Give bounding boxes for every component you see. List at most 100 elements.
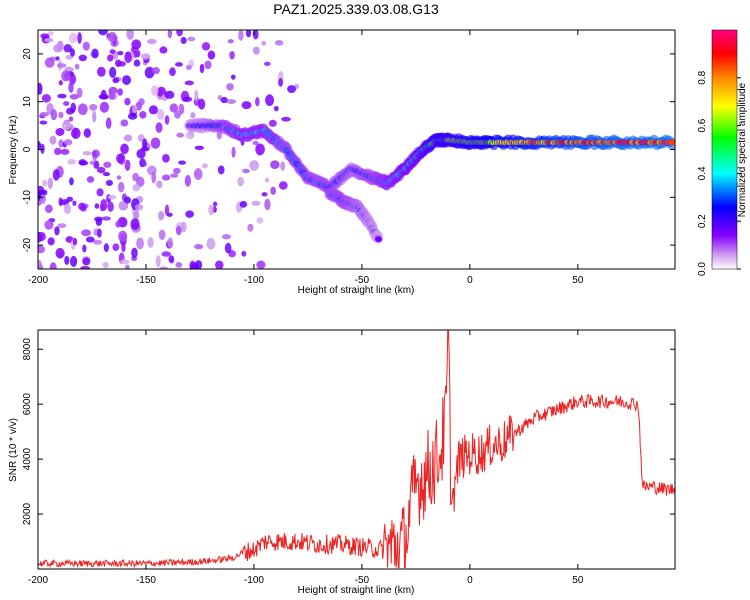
spectrogram-noise-blob bbox=[121, 75, 132, 85]
spectrogram-noise-blob bbox=[63, 203, 72, 215]
spectrogram-noise-blob bbox=[176, 132, 185, 138]
spectrogram-x-tick-label: -200 bbox=[28, 275, 48, 286]
snr-frame bbox=[37, 329, 676, 570]
spectrogram-noise-blob bbox=[208, 204, 214, 216]
spectrogram-noise-blob bbox=[112, 77, 120, 84]
spectrogram-noise-blob bbox=[193, 168, 203, 181]
spectrogram-noise-blob bbox=[109, 66, 117, 79]
spectrogram-noise-blob bbox=[180, 221, 187, 233]
spectrogram-noise-blob bbox=[58, 80, 63, 86]
spectrogram-noise-blob bbox=[185, 64, 192, 70]
colorbar-tick-label: 0.2 bbox=[697, 214, 708, 228]
spectrogram-noise-blob bbox=[40, 33, 50, 39]
spectrogram-noise-blob bbox=[72, 237, 78, 246]
spectrogram-noise-blob bbox=[226, 99, 237, 105]
spectrogram-noise-blob bbox=[102, 172, 111, 177]
spectrogram-noise-blob bbox=[47, 237, 55, 246]
spectrogram-noise-blob bbox=[44, 37, 54, 43]
colorbar: 0.0 0.2 0.4 0.6 0.8 Normalized spectral ampl… bbox=[697, 29, 748, 276]
snr-x-tick-label: -100 bbox=[244, 575, 264, 586]
spectrogram-noise-blob bbox=[231, 146, 236, 158]
spectrogram-noise-blob bbox=[124, 97, 131, 106]
spectrogram-noise-blob bbox=[69, 177, 74, 186]
spectrogram-noise-blob bbox=[67, 159, 76, 165]
spectrogram-noise-blob bbox=[265, 94, 275, 107]
spectrogram-noise-blob bbox=[148, 105, 159, 115]
spectrogram-y-tick-label: -20 bbox=[22, 237, 33, 252]
spectrogram-noise-blob bbox=[132, 210, 140, 221]
spectrogram-noise-blob bbox=[256, 260, 266, 269]
spectrogram-noise-blob bbox=[107, 201, 114, 212]
spectrogram-noise-blob bbox=[261, 40, 267, 46]
spectrogram-noise-blob bbox=[227, 39, 234, 44]
spectrogram-noise-blob bbox=[107, 194, 117, 200]
spectrogram-noise-blob bbox=[38, 245, 46, 254]
figure-title: PAZ1.2025.339.03.08.G13 bbox=[273, 1, 439, 17]
spectrogram-noise-blob bbox=[221, 233, 231, 240]
spectrogram-noise-blob bbox=[93, 239, 103, 245]
spectrogram-noise-blob bbox=[270, 186, 277, 195]
snr-x-ticks: -200 -150 -100 -50 0 50 bbox=[28, 330, 584, 586]
spectrogram-noise-blob bbox=[82, 151, 92, 156]
spectrogram-noise-blob bbox=[164, 115, 170, 125]
snr-series-line bbox=[38, 330, 675, 569]
spectrogram-noise-blob bbox=[44, 57, 55, 68]
spectrogram-noise-blob bbox=[175, 225, 182, 236]
spectrogram-noise-blob bbox=[133, 59, 141, 67]
spectrogram-noise-blob bbox=[273, 105, 279, 112]
spectrogram-noise-blob bbox=[60, 148, 70, 155]
spectrogram-noise-blob bbox=[224, 242, 232, 254]
spectrogram-noise-blob bbox=[83, 128, 92, 138]
snr-y-label: SNR (10 * v/v) bbox=[8, 418, 19, 482]
snr-plot-area bbox=[38, 330, 675, 569]
spectrogram-noise-blob bbox=[95, 218, 103, 226]
spectrogram-y-tick-label: 20 bbox=[22, 48, 33, 60]
snr-y-tick-label: 8000 bbox=[22, 338, 33, 361]
spectrogram-noise-blob bbox=[217, 94, 222, 101]
spectrogram-noise-blob bbox=[261, 192, 268, 197]
snr-x-tick-label: 0 bbox=[467, 575, 473, 586]
spectrogram-noise-blob bbox=[55, 128, 65, 136]
spectrogram-noise-blob bbox=[194, 89, 199, 102]
snr-y-tick-label: 2000 bbox=[22, 502, 33, 525]
spectrogram-noise-blob bbox=[206, 237, 216, 250]
spectrogram-noise-blob bbox=[242, 168, 250, 174]
spectrogram-noise-blob bbox=[78, 159, 87, 166]
colorbar-tick-label: 0.6 bbox=[697, 118, 708, 132]
spectrogram-noise-blob bbox=[278, 181, 288, 190]
spectrogram-noise-blob bbox=[53, 43, 63, 53]
snr-panel: -200 -150 -100 -50 0 50 2000 4000 6000 8000 Heig… bbox=[8, 329, 676, 596]
spectrogram-noise-blob bbox=[131, 39, 142, 50]
spectrogram-noise-blob bbox=[229, 51, 235, 60]
spectrogram-noise-blob bbox=[180, 36, 187, 45]
spectrogram-noise-blob bbox=[57, 223, 67, 229]
spectrogram-noise-blob bbox=[50, 108, 58, 121]
spectrogram-noise-blob bbox=[156, 180, 163, 189]
spectrogram-noise-blob bbox=[150, 85, 159, 96]
spectrogram-noise-blob bbox=[61, 120, 72, 131]
spectrogram-noise-blob bbox=[176, 30, 183, 37]
spectrogram-noise-blob bbox=[256, 217, 264, 224]
spectrogram-noise-blob bbox=[39, 111, 49, 117]
spectrogram-noise-blob bbox=[136, 148, 146, 159]
spectrogram-noise-blob bbox=[150, 137, 161, 149]
spectrogram-noise-blob bbox=[140, 146, 150, 152]
spectrogram-noise-blob bbox=[61, 70, 71, 82]
spectrogram-noise-blob bbox=[161, 174, 171, 181]
spectrogram-noise-blob bbox=[77, 32, 82, 44]
spectrogram-noise-blob bbox=[121, 242, 126, 253]
spectrogram-noise-blob bbox=[155, 122, 163, 133]
spectrogram-noise-blob bbox=[103, 161, 112, 168]
spectrogram-noise-blob bbox=[131, 247, 138, 259]
spectrogram-noise-blob bbox=[281, 116, 291, 122]
spectrogram-noise-blob bbox=[47, 31, 54, 36]
spectrogram-noise-blob bbox=[239, 200, 248, 208]
spectrogram-noise-blob bbox=[245, 30, 252, 38]
spectrogram-noise-blob bbox=[47, 177, 54, 190]
spectrogram-noise-blob bbox=[124, 196, 131, 204]
spectrogram-noise-blob bbox=[69, 255, 78, 268]
spectrogram-noise-blob bbox=[58, 139, 64, 148]
spectrogram-noise-blob bbox=[237, 176, 245, 187]
spectrogram-x-label: Height of straight line (km) bbox=[298, 285, 415, 296]
